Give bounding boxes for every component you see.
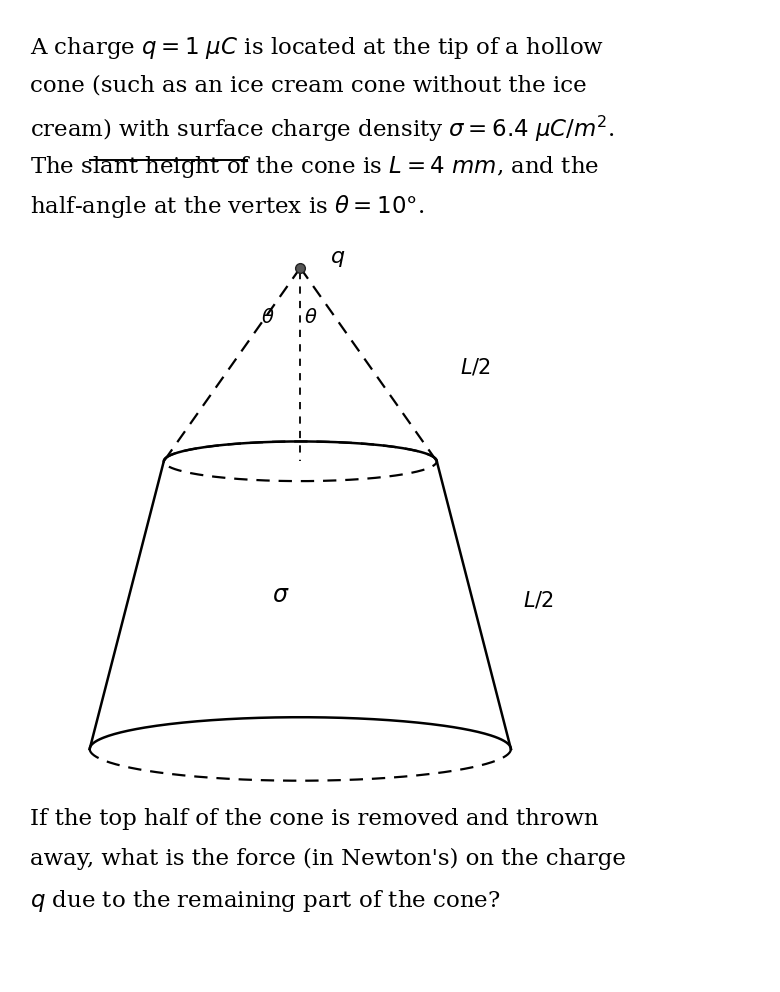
Text: $\theta$: $\theta$ [303, 308, 317, 327]
Text: A charge $q = 1$ $\mu C$ is located at the tip of a hollow: A charge $q = 1$ $\mu C$ is located at t… [30, 35, 604, 61]
Text: $\theta$: $\theta$ [261, 308, 275, 327]
Text: $\sigma$: $\sigma$ [272, 583, 289, 607]
Text: cone (such as an ice cream cone without the ice: cone (such as an ice cream cone without … [30, 74, 587, 96]
Text: If the top half of the cone is removed and thrown: If the top half of the cone is removed a… [30, 808, 598, 830]
Text: $q$: $q$ [330, 247, 346, 269]
Text: $L/2$: $L/2$ [523, 589, 554, 611]
Text: cream) with surface charge density $\sigma = 6.4$ $\mu C/m^2$.: cream) with surface charge density $\sig… [30, 114, 615, 144]
Text: $q$ due to the remaining part of the cone?: $q$ due to the remaining part of the con… [30, 888, 500, 914]
Text: The slant height of the cone is $L = 4$ $mm$, and the: The slant height of the cone is $L = 4$ … [30, 154, 599, 180]
Text: half-angle at the vertex is $\theta = 10$°.: half-angle at the vertex is $\theta = 10… [30, 193, 424, 220]
Text: away, what is the force (in Newton's) on the charge: away, what is the force (in Newton's) on… [30, 848, 626, 870]
Text: $L/2$: $L/2$ [460, 356, 491, 378]
